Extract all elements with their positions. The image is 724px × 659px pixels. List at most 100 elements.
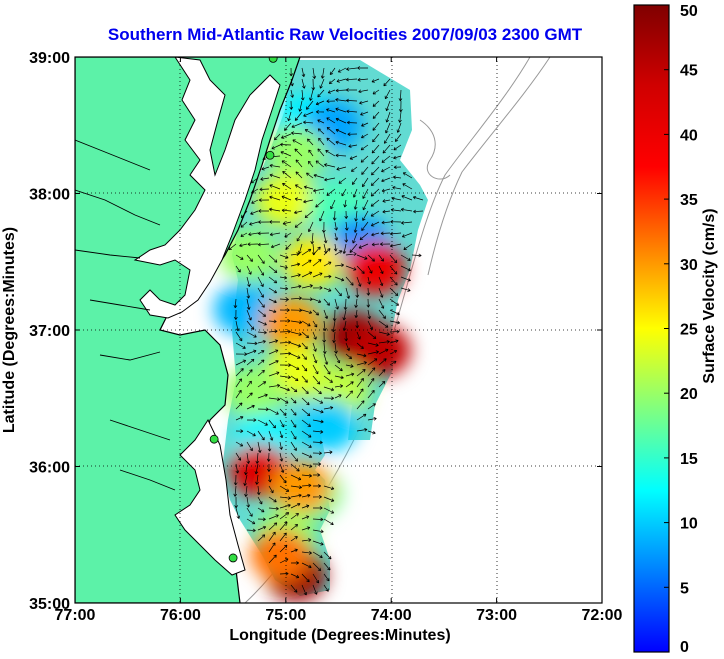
velocity-arrow (248, 232, 259, 237)
velocity-arrow (372, 111, 380, 119)
velocity-arrow (313, 188, 325, 193)
velocity-arrow (311, 78, 316, 91)
velocity-arrow (257, 419, 268, 426)
velocity-arrow (312, 430, 324, 434)
velocity-arrow (301, 284, 313, 289)
velocity-arrow (258, 220, 270, 224)
velocity-arrow (356, 342, 364, 350)
velocity-arrow (356, 388, 364, 399)
velocity-arrow (235, 359, 247, 366)
velocity-arrow (247, 242, 259, 247)
velocity-arrow (279, 521, 288, 531)
velocity-arrow (279, 318, 291, 323)
x-tick-label: 77:00 (55, 607, 96, 624)
velocity-arrow (289, 67, 294, 77)
velocity-arrow (294, 210, 303, 215)
velocity-arrow (357, 66, 368, 70)
velocity-arrow (329, 67, 336, 76)
velocity-arrow (235, 331, 243, 342)
speed-zone (218, 228, 279, 281)
speed-zone (213, 283, 274, 336)
velocity-arrow (279, 441, 283, 450)
velocity-arrow (400, 265, 411, 272)
velocity-arrow (366, 298, 371, 308)
colorbar-tick-label: 0 (680, 639, 689, 656)
radar-station-marker (228, 553, 238, 563)
velocity-arrow (246, 380, 252, 388)
velocity-arrow (301, 309, 313, 315)
velocity-arrow (345, 364, 354, 368)
velocity-arrow (312, 259, 322, 267)
velocity-arrow (284, 232, 292, 238)
velocity-arrow (356, 254, 368, 260)
velocity-arrow (290, 430, 297, 440)
velocity-arrow (279, 363, 292, 367)
velocity-arrow (359, 100, 369, 105)
velocity-arrow (246, 496, 251, 508)
velocity-arrow (326, 137, 336, 146)
velocity-arrow (258, 209, 269, 213)
velocity-arrow (300, 89, 305, 101)
velocity-arrow (268, 554, 277, 564)
velocity-arrow (345, 252, 357, 256)
velocity-arrow (257, 407, 269, 412)
velocity-arrow (323, 406, 334, 410)
velocity-arrow (332, 331, 336, 344)
velocity-arrow (269, 163, 281, 168)
chart-title: Southern Mid-Atlantic Raw Velocities 200… (108, 25, 583, 44)
velocity-arrow (301, 248, 312, 256)
velocity-arrow (371, 155, 380, 165)
velocity-arrow (268, 496, 277, 503)
velocity-arrow (326, 99, 336, 104)
y-axis-label: Latitude (Degrees:Minutes) (1, 227, 18, 433)
velocity-arrow (246, 507, 253, 517)
velocity-arrow (244, 485, 248, 497)
velocity-arrow (279, 503, 291, 509)
velocity-arrow (290, 561, 299, 565)
velocity-arrow (246, 404, 255, 410)
velocity-arrow (294, 111, 303, 121)
velocity-arrow (384, 133, 391, 144)
velocity-arrow (345, 342, 351, 351)
speed-zone (261, 297, 322, 350)
velocity-arrow (268, 430, 274, 441)
velocity-arrow (372, 133, 380, 143)
velocity-arrow (235, 342, 246, 349)
speed-zone (255, 174, 316, 227)
velocity-arrow (301, 342, 308, 350)
velocity-arrow (362, 210, 369, 221)
velocity-arrow (378, 309, 386, 319)
velocity-arrow (290, 331, 302, 336)
velocity-arrow (268, 339, 279, 344)
velocity-arrow (249, 221, 259, 226)
velocity-arrow (246, 254, 253, 262)
velocity-arrow (301, 78, 306, 89)
velocity-arrow (243, 474, 248, 486)
velocity-arrow (332, 210, 337, 221)
velocity-arrow (257, 430, 265, 441)
velocity-arrow (378, 381, 386, 388)
velocity-arrow (246, 309, 252, 321)
velocity-arrow (389, 254, 398, 264)
velocity-arrow (355, 287, 360, 298)
velocity-arrow (380, 242, 391, 247)
velocity-arrow (378, 287, 384, 298)
velocity-arrow (334, 250, 343, 256)
velocity-arrow (325, 150, 336, 157)
velocity-arrow (279, 375, 291, 380)
velocity-arrow (312, 272, 323, 278)
velocity-arrow (371, 144, 380, 154)
velocity-arrow (324, 163, 336, 168)
velocity-arrow (413, 209, 424, 214)
velocity-arrow (268, 531, 276, 542)
velocity-arrow (389, 349, 398, 355)
velocity-arrow (312, 342, 317, 352)
velocity-arrow (371, 232, 380, 237)
velocity-arrow (323, 375, 333, 383)
velocity-arrow (290, 485, 303, 490)
velocity-arrow (352, 232, 358, 244)
velocity-arrow (235, 402, 243, 410)
velocity-arrow (257, 330, 267, 335)
velocity-arrow (235, 507, 241, 519)
velocity-arrow (279, 496, 291, 500)
